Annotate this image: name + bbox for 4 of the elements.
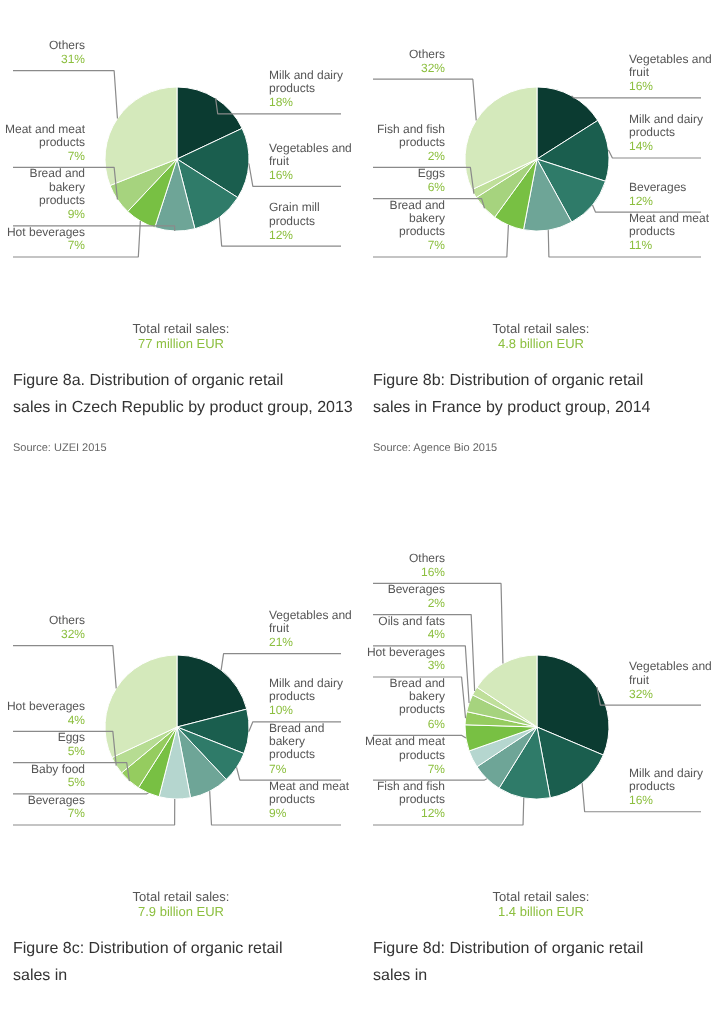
text: Figure 8a. Distribution of organic retail sales in Czech Republic by product group, 2013 [13, 371, 354, 416]
text: Figure 8c: Distribution of organic retail sales in [13, 939, 283, 984]
text: Figure 8d: Distribution of organic retail sales in [373, 939, 644, 984]
text: Figure 8b: Distribution of organic retail sales in France by product group, 2014 [373, 371, 652, 416]
